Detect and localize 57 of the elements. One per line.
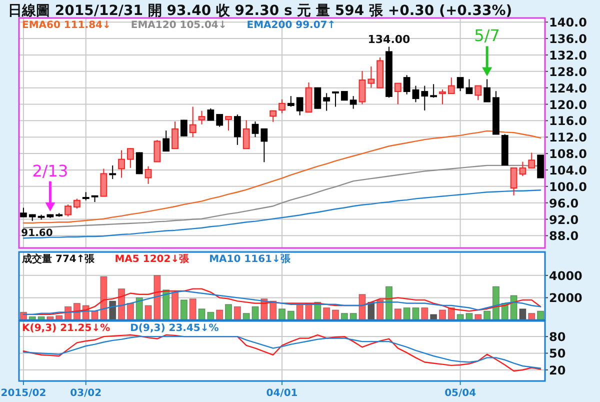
- bar: [109, 300, 116, 320]
- y-tick-label: 120.0: [549, 98, 587, 112]
- bar: [225, 304, 232, 320]
- y-tick-label: 128.0: [549, 64, 587, 79]
- y-tick-label: 4000: [549, 268, 582, 283]
- bar: [492, 286, 500, 320]
- bar: [270, 300, 277, 320]
- text: MA10 1161↓張: [209, 253, 292, 265]
- x-tick-label: 03/02: [70, 388, 102, 399]
- y-tick-label: 50: [549, 346, 566, 361]
- y-tick-label: 108.0: [549, 147, 587, 162]
- x-tick-label: 2015/02: [0, 388, 46, 399]
- text: EMA60 111.84↓: [22, 20, 111, 31]
- y-tick-label: 104.0: [549, 163, 587, 178]
- annotation: 2/13: [32, 161, 68, 180]
- bar: [216, 310, 224, 320]
- x-tick-label: 05/04: [444, 388, 476, 399]
- y-tick-label: 100.0: [549, 180, 587, 194]
- text: EMA200 99.07↑: [246, 20, 336, 31]
- annotation: 5/7: [474, 26, 500, 46]
- line-series: [22, 189, 542, 239]
- text: MA5 1202↓張: [114, 253, 190, 265]
- text: EMA120 105.04↓: [130, 20, 227, 31]
- x-tick-label: 04/01: [266, 388, 298, 399]
- annotation: 91.60: [21, 228, 53, 239]
- annotation: 134.00: [368, 32, 411, 46]
- y-tick-label: 20: [549, 363, 566, 378]
- y-tick-label: 96.0: [549, 196, 579, 210]
- bar: [126, 302, 134, 320]
- y-tick-label: 140.0: [549, 16, 587, 30]
- line-series: [22, 130, 542, 224]
- chart-title: 日線圖 2015/12/31 開 93.40 收 92.30 s 元 量 594 張 +0.30 (+0.33%): [8, 3, 512, 19]
- bar: [394, 308, 402, 320]
- series-label: D(9,3) 23.45↓%: [130, 323, 219, 334]
- y-tick-label: 136.0: [549, 32, 587, 46]
- bar: [278, 308, 286, 320]
- y-tick-label: 2000: [549, 291, 582, 306]
- y-tick-label: 112.0: [549, 130, 587, 145]
- bar: [162, 290, 170, 320]
- bar: [172, 292, 179, 320]
- bar: [438, 310, 446, 320]
- bar: [234, 306, 241, 320]
- y-tick-label: 124.0: [549, 81, 587, 96]
- bar: [385, 286, 392, 320]
- y-tick-label: 116.0: [549, 114, 587, 128]
- bar: [340, 313, 348, 320]
- y-tick-label: 88.0: [549, 229, 579, 244]
- bar: [323, 307, 330, 320]
- bar: [180, 300, 188, 320]
- series-label: K(9,3) 21.25↓%: [22, 323, 110, 334]
- bar: [528, 313, 536, 320]
- series-label: 成交量 774↑張: [21, 253, 96, 265]
- y-tick-label: 92.0: [549, 212, 579, 227]
- y-tick-label: 132.0: [549, 48, 587, 62]
- y-tick-label: 80: [549, 330, 566, 344]
- bar: [332, 310, 339, 320]
- bar: [430, 314, 438, 320]
